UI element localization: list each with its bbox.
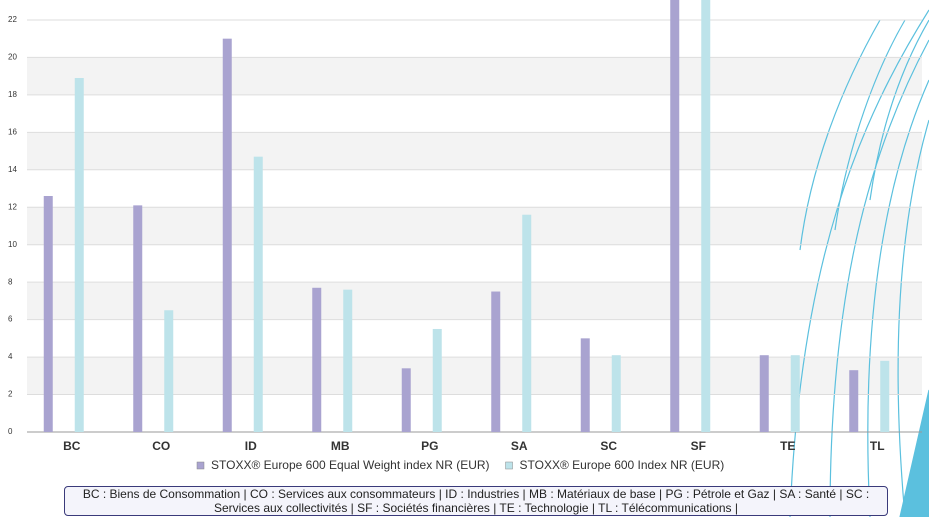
bar xyxy=(343,289,353,432)
y-tick-label: 14 xyxy=(8,165,17,174)
labels: 0 2 4 6 8 10 12 14 16 18 20 22 BC CO ID MB PG SA SC SF TE TL S… xyxy=(8,15,885,472)
y-tick-label: 0 xyxy=(8,427,13,436)
y-tick-label: 2 xyxy=(8,390,13,399)
x-tick-label: CO xyxy=(152,439,170,453)
x-tick-label: TE xyxy=(780,439,795,453)
x-tick-label: PG xyxy=(421,439,438,453)
legend-label: STOXX® Europe 600 Equal Weight index NR … xyxy=(211,458,490,472)
y-tick-label: 16 xyxy=(8,127,17,136)
bar xyxy=(849,370,859,432)
bars xyxy=(43,0,890,432)
x-tick-label: SA xyxy=(511,439,528,453)
bar xyxy=(759,355,769,432)
y-tick-label: 20 xyxy=(8,53,17,62)
legend-label: STOXX® Europe 600 Index NR (EUR) xyxy=(520,458,725,472)
bar xyxy=(880,360,890,432)
y-tick-label: 6 xyxy=(8,315,13,324)
y-tick-label: 8 xyxy=(8,277,13,286)
footnote: BC : Biens de Consommation | CO : Servic… xyxy=(64,486,888,516)
band xyxy=(27,207,922,245)
x-tick-label: SF xyxy=(691,439,706,453)
bar xyxy=(491,291,501,432)
bar xyxy=(222,38,232,432)
grid xyxy=(27,19,922,433)
band xyxy=(27,282,922,320)
y-tick-label: 12 xyxy=(8,202,17,211)
y-tick-label: 4 xyxy=(8,352,13,361)
y-tick-label: 22 xyxy=(8,15,17,24)
x-tick-label: TL xyxy=(870,439,885,453)
x-tick-label: ID xyxy=(245,439,257,453)
x-tick-label: SC xyxy=(600,439,617,453)
bar xyxy=(432,328,442,432)
bar xyxy=(611,355,621,432)
bar xyxy=(133,205,143,432)
y-tick-label: 10 xyxy=(8,240,17,249)
bar xyxy=(701,0,711,432)
band xyxy=(27,132,922,170)
x-tick-label: BC xyxy=(63,439,81,453)
bands xyxy=(27,57,922,395)
band xyxy=(27,357,922,395)
legend-swatch xyxy=(505,461,513,470)
bar xyxy=(164,310,174,432)
y-tick-label: 18 xyxy=(8,90,17,99)
bar xyxy=(580,338,590,432)
bar xyxy=(312,287,322,432)
bar xyxy=(401,368,411,432)
bar xyxy=(670,0,680,432)
legend-swatch xyxy=(196,461,205,470)
band xyxy=(27,57,922,95)
x-tick-label: MB xyxy=(331,439,350,453)
bar xyxy=(790,355,800,432)
bar xyxy=(522,214,532,432)
bar xyxy=(253,156,263,432)
bar xyxy=(43,196,53,432)
bar xyxy=(74,78,84,432)
